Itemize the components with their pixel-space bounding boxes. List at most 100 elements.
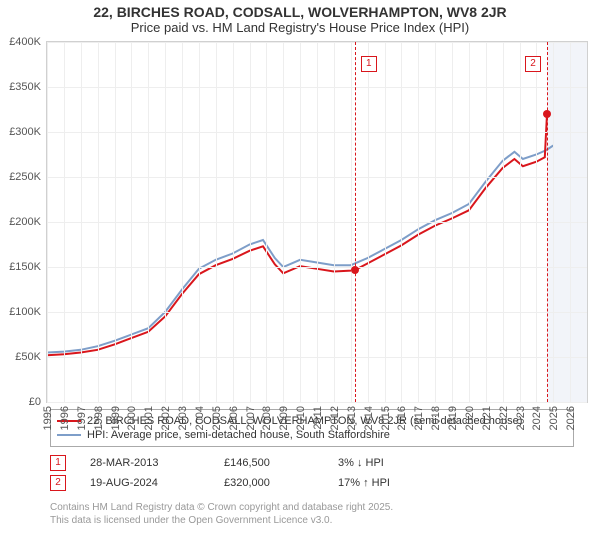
y-axis-label: £200K	[9, 216, 41, 228]
x-axis-label: 2012	[329, 406, 341, 430]
legend-swatch	[57, 434, 81, 436]
x-axis-label: 2025	[548, 406, 560, 430]
gridline-v	[385, 42, 386, 402]
y-axis-label: £0	[29, 396, 41, 408]
gridline-v	[570, 42, 571, 402]
x-axis-label: 2004	[194, 406, 206, 430]
y-axis-label: £350K	[9, 81, 41, 93]
gridline-v	[115, 42, 116, 402]
gridline-v	[351, 42, 352, 402]
footer-line1: Contains HM Land Registry data © Crown c…	[50, 501, 600, 514]
gridline-v	[81, 42, 82, 402]
chart-plot-area: £0£50K£100K£150K£200K£250K£300K£350K£400…	[46, 41, 588, 403]
y-axis-label: £250K	[9, 171, 41, 183]
x-axis-label: 2008	[261, 406, 273, 430]
gridline-v	[165, 42, 166, 402]
x-axis-label: 1998	[93, 406, 105, 430]
sale-date: 19-AUG-2024	[90, 477, 200, 489]
x-axis-label: 1997	[76, 406, 88, 430]
sale-index-box: 1	[50, 455, 66, 471]
footer-line2: This data is licensed under the Open Gov…	[50, 514, 600, 527]
gridline-v	[334, 42, 335, 402]
sale-dot	[351, 266, 359, 274]
y-axis-label: £50K	[15, 351, 41, 363]
gridline-v	[216, 42, 217, 402]
x-axis-label: 2021	[481, 406, 493, 430]
gridline-v	[266, 42, 267, 402]
y-axis-label: £150K	[9, 261, 41, 273]
sale-vline	[547, 42, 548, 402]
series-line	[47, 114, 547, 355]
gridline-v	[503, 42, 504, 402]
sale-marker-box: 2	[525, 56, 541, 72]
sale-marker-box: 1	[361, 56, 377, 72]
gridline-v	[536, 42, 537, 402]
sale-diff: 3% ↓ HPI	[338, 457, 428, 469]
footer-attribution: Contains HM Land Registry data © Crown c…	[50, 501, 600, 527]
sale-price: £146,500	[224, 457, 314, 469]
x-axis-label: 1996	[59, 406, 71, 430]
gridline-v	[435, 42, 436, 402]
y-axis-label: £100K	[9, 306, 41, 318]
gridline-v	[317, 42, 318, 402]
sale-diff: 17% ↑ HPI	[338, 477, 428, 489]
gridline-v	[233, 42, 234, 402]
gridline-h	[47, 402, 587, 403]
gridline-v	[469, 42, 470, 402]
gridline-v	[199, 42, 200, 402]
x-axis-label: 2019	[447, 406, 459, 430]
legend-label: HPI: Average price, semi-detached house,…	[87, 429, 390, 441]
x-axis-label: 2005	[211, 406, 223, 430]
gridline-v	[418, 42, 419, 402]
x-axis-label: 2017	[413, 406, 425, 430]
x-axis-label: 2010	[295, 406, 307, 430]
gridline-v	[553, 42, 554, 402]
chart-title: 22, BIRCHES ROAD, CODSALL, WOLVERHAMPTON…	[0, 0, 600, 20]
x-axis-label: 2002	[160, 406, 172, 430]
gridline-v	[401, 42, 402, 402]
gridline-v	[486, 42, 487, 402]
gridline-v	[98, 42, 99, 402]
x-axis-label: 1999	[110, 406, 122, 430]
x-axis-label: 2007	[245, 406, 257, 430]
y-axis-label: £400K	[9, 36, 41, 48]
sale-index-box: 2	[50, 475, 66, 491]
x-axis-label: 2018	[430, 406, 442, 430]
x-axis-label: 2024	[531, 406, 543, 430]
sales-table: 1 28-MAR-2013 £146,500 3% ↓ HPI 2 19-AUG-2024…	[50, 453, 600, 493]
sale-price: £320,000	[224, 477, 314, 489]
x-axis-label: 2006	[228, 406, 240, 430]
gridline-v	[47, 42, 48, 402]
x-axis-label: 2014	[363, 406, 375, 430]
gridline-v	[250, 42, 251, 402]
gridline-v	[131, 42, 132, 402]
gridline-v	[64, 42, 65, 402]
x-axis-label: 2000	[126, 406, 138, 430]
sale-row: 1 28-MAR-2013 £146,500 3% ↓ HPI	[50, 453, 600, 473]
chart-subtitle: Price paid vs. HM Land Registry's House …	[0, 20, 600, 37]
x-axis-label: 2011	[312, 406, 324, 430]
gridline-v	[182, 42, 183, 402]
sale-row: 2 19-AUG-2024 £320,000 17% ↑ HPI	[50, 473, 600, 493]
gridline-v	[452, 42, 453, 402]
gridline-v	[300, 42, 301, 402]
gridline-v	[520, 42, 521, 402]
y-axis-label: £300K	[9, 126, 41, 138]
x-axis-label: 2009	[278, 406, 290, 430]
x-axis-label: 2015	[380, 406, 392, 430]
sale-dot	[543, 110, 551, 118]
sale-date: 28-MAR-2013	[90, 457, 200, 469]
x-axis-label: 2023	[515, 406, 527, 430]
x-axis-label: 1995	[42, 406, 54, 430]
gridline-v	[283, 42, 284, 402]
x-axis-label: 2003	[177, 406, 189, 430]
x-axis-label: 2022	[498, 406, 510, 430]
x-axis-label: 2020	[464, 406, 476, 430]
gridline-v	[368, 42, 369, 402]
sale-vline	[355, 42, 356, 402]
gridline-v	[148, 42, 149, 402]
x-axis-label: 2001	[143, 406, 155, 430]
x-axis-label: 2016	[396, 406, 408, 430]
x-axis-label: 2013	[346, 406, 358, 430]
x-axis-label: 2026	[565, 406, 577, 430]
